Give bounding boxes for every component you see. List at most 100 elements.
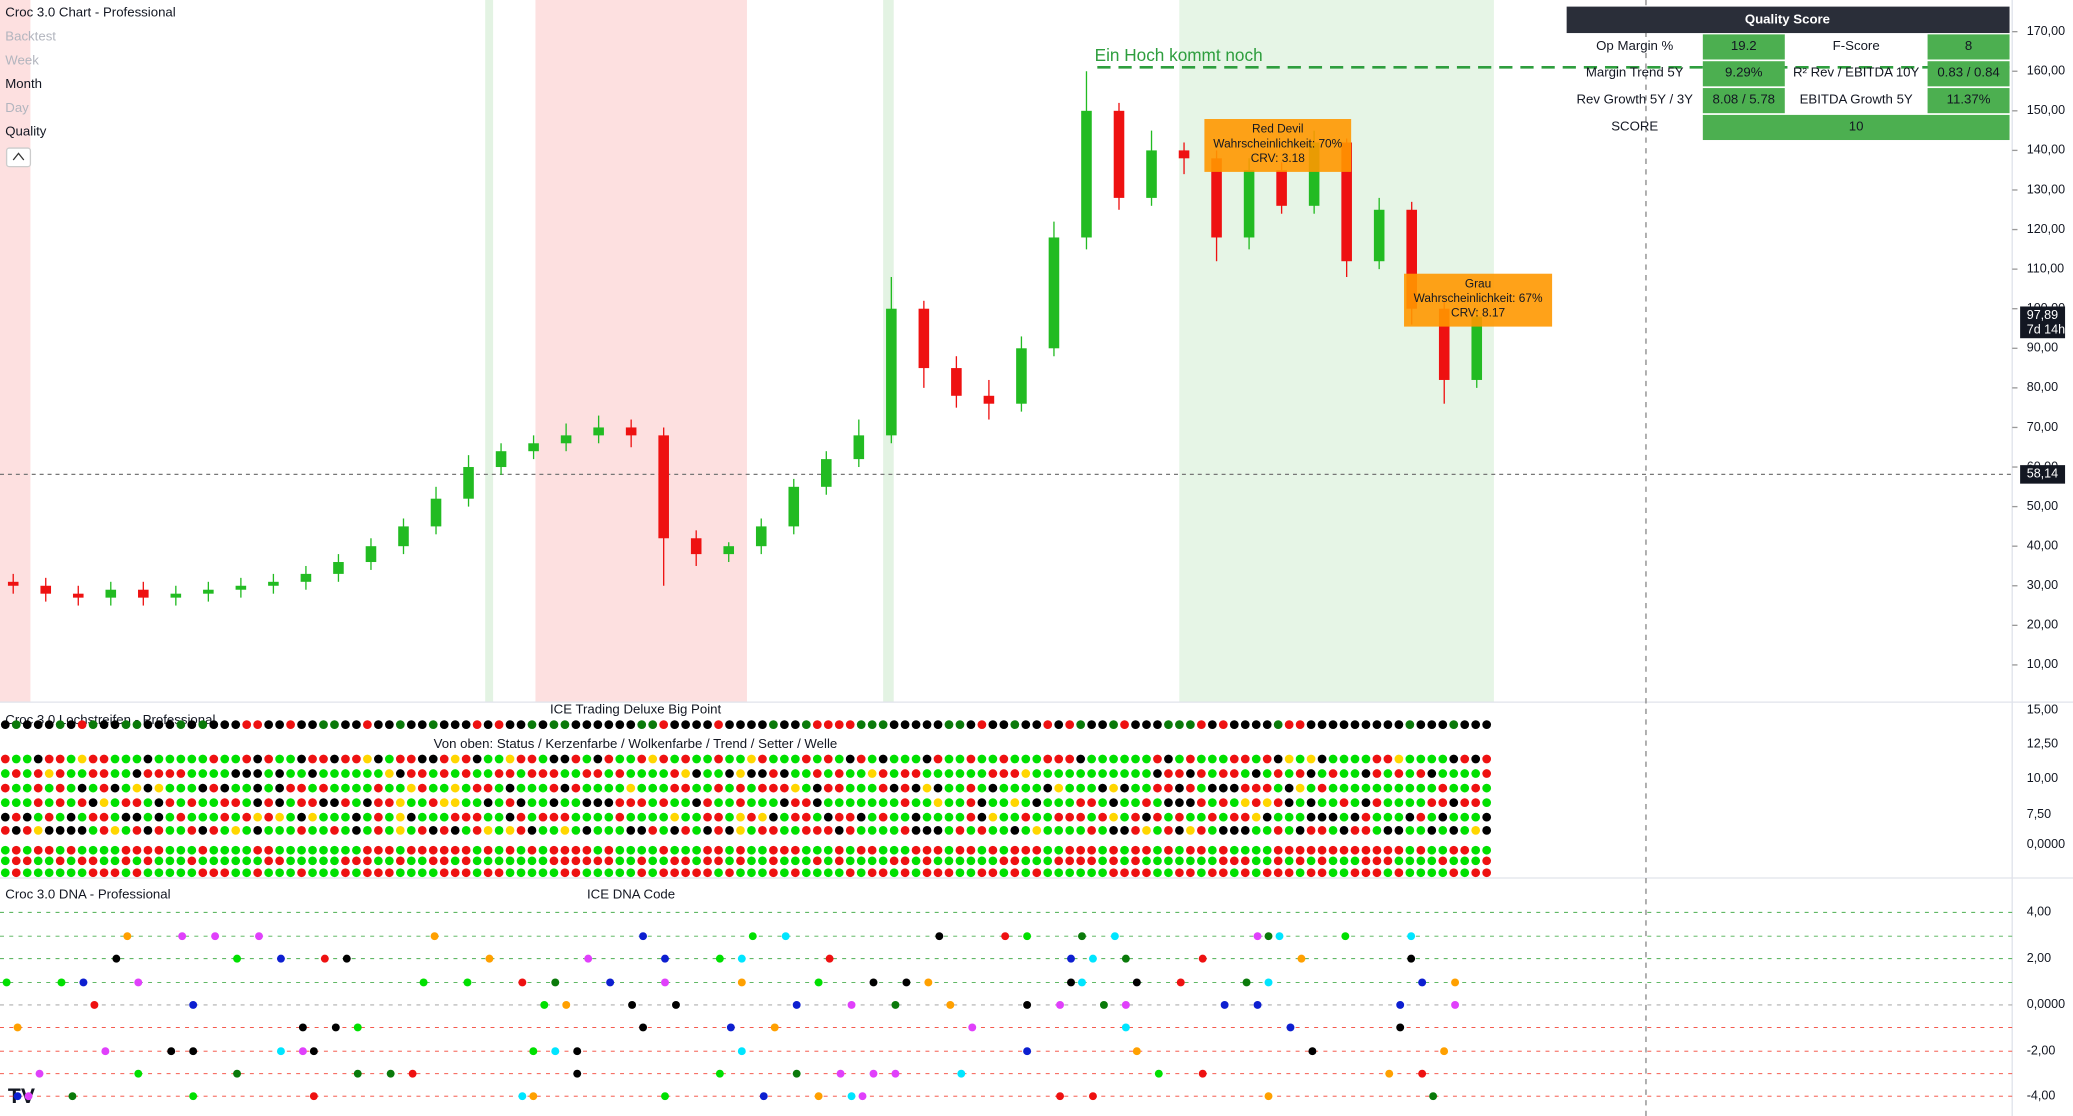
- signal-dot: [319, 720, 328, 729]
- signal-dot: [1186, 783, 1195, 793]
- y-tick-label: 50,00: [2027, 499, 2058, 513]
- signal-dot: [1218, 856, 1228, 866]
- signal-dot: [439, 754, 449, 764]
- signal-dot: [527, 812, 537, 822]
- signal-dot: [889, 720, 899, 729]
- signal-dot: [330, 769, 339, 778]
- dna-dot: [1440, 1047, 1449, 1056]
- signal-dot: [538, 845, 548, 855]
- dna-dot: [529, 1047, 538, 1056]
- signal-dot: [867, 754, 877, 764]
- signal-dot: [856, 826, 866, 835]
- signal-dot: [472, 720, 482, 729]
- legend-item[interactable]: Month: [5, 76, 42, 91]
- signal-dot: [143, 856, 153, 866]
- signal-dot: [1383, 868, 1393, 878]
- signal-dot: [1087, 856, 1096, 866]
- signal-dot: [0, 826, 10, 835]
- signal-dot: [659, 720, 669, 729]
- signal-dot: [626, 754, 636, 764]
- signal-dot: [275, 868, 284, 878]
- signal-dot: [176, 812, 186, 822]
- signal-dot: [1251, 856, 1261, 866]
- signal-dot: [1251, 798, 1261, 807]
- signal-dot: [977, 826, 987, 835]
- signal-dot: [955, 769, 965, 778]
- signal-dot: [933, 754, 943, 764]
- signal-dot: [341, 826, 350, 835]
- signal-dot: [1284, 812, 1294, 822]
- signal-dot: [1196, 720, 1206, 729]
- signal-dot: [670, 720, 680, 729]
- dna-dot: [211, 932, 220, 941]
- dna-dot: [233, 954, 242, 963]
- signal-dot: [1295, 769, 1305, 778]
- candle-body: [821, 459, 832, 487]
- dna-dot: [276, 954, 285, 963]
- signal-dot: [670, 826, 680, 835]
- signal-dot: [911, 868, 921, 878]
- signal-dot: [736, 769, 745, 778]
- signal-dot: [769, 754, 778, 764]
- signal-dot: [176, 798, 186, 807]
- signal-dot: [944, 826, 954, 835]
- legend-item[interactable]: Quality: [5, 124, 47, 139]
- candle-body: [398, 526, 409, 547]
- signal-dot: [703, 754, 712, 764]
- signal-dot: [428, 798, 438, 807]
- signal-dot: [944, 798, 954, 807]
- signal-dot: [374, 720, 383, 729]
- signal-dot: [1339, 798, 1349, 807]
- y-tick-label: 160,00: [2027, 64, 2065, 78]
- signal-dot: [1427, 856, 1437, 866]
- dna-dot: [1264, 978, 1273, 987]
- signal-dot: [1021, 754, 1031, 764]
- signal-dot: [231, 720, 241, 729]
- signal-dot: [264, 856, 274, 866]
- signal-dot: [758, 845, 767, 855]
- signal-dot: [461, 845, 471, 855]
- signal-dot: [231, 826, 241, 835]
- signal-dot: [286, 868, 295, 878]
- signal-dot: [374, 826, 383, 835]
- signal-dot: [1229, 754, 1239, 764]
- signal-dot: [1196, 845, 1206, 855]
- signal-dot: [856, 856, 866, 866]
- signal-dot: [374, 845, 383, 855]
- collapse-button[interactable]: [5, 147, 32, 168]
- signal-dot: [275, 720, 284, 729]
- dna-dot: [573, 1047, 582, 1056]
- signal-dot: [132, 783, 142, 793]
- signal-dot: [1186, 812, 1195, 822]
- signal-dot: [867, 769, 877, 778]
- table-cell: Rev Growth 5Y / 3Y: [1576, 91, 1693, 106]
- signal-dot: [286, 754, 295, 764]
- signal-dot: [428, 856, 438, 866]
- legend-item[interactable]: Day: [5, 100, 29, 115]
- signal-dot: [900, 783, 910, 793]
- signal-dot: [911, 783, 921, 793]
- signal-dot: [1109, 798, 1118, 807]
- signal-dot: [253, 845, 263, 855]
- signal-dot: [527, 769, 537, 778]
- signal-dot: [1109, 868, 1118, 878]
- signal-dot: [637, 868, 647, 878]
- signal-dot: [428, 754, 438, 764]
- signal-dot: [1032, 769, 1042, 778]
- signal-dot: [1207, 769, 1217, 778]
- legend-item[interactable]: Week: [5, 52, 39, 67]
- signal-dot: [922, 769, 932, 778]
- signal-dot: [154, 845, 164, 855]
- signal-dot: [209, 783, 219, 793]
- signal-zone: [535, 0, 747, 703]
- signal-dot: [242, 856, 252, 866]
- signal-dot: [77, 720, 87, 729]
- legend-item[interactable]: Backtest: [5, 29, 56, 44]
- signal-dot: [812, 783, 822, 793]
- signal-dot: [922, 826, 932, 835]
- signal-dot: [55, 845, 65, 855]
- signal-dot: [1120, 783, 1129, 793]
- signal-dot: [494, 783, 504, 793]
- signal-dot: [1251, 845, 1261, 855]
- signal-dot: [549, 856, 559, 866]
